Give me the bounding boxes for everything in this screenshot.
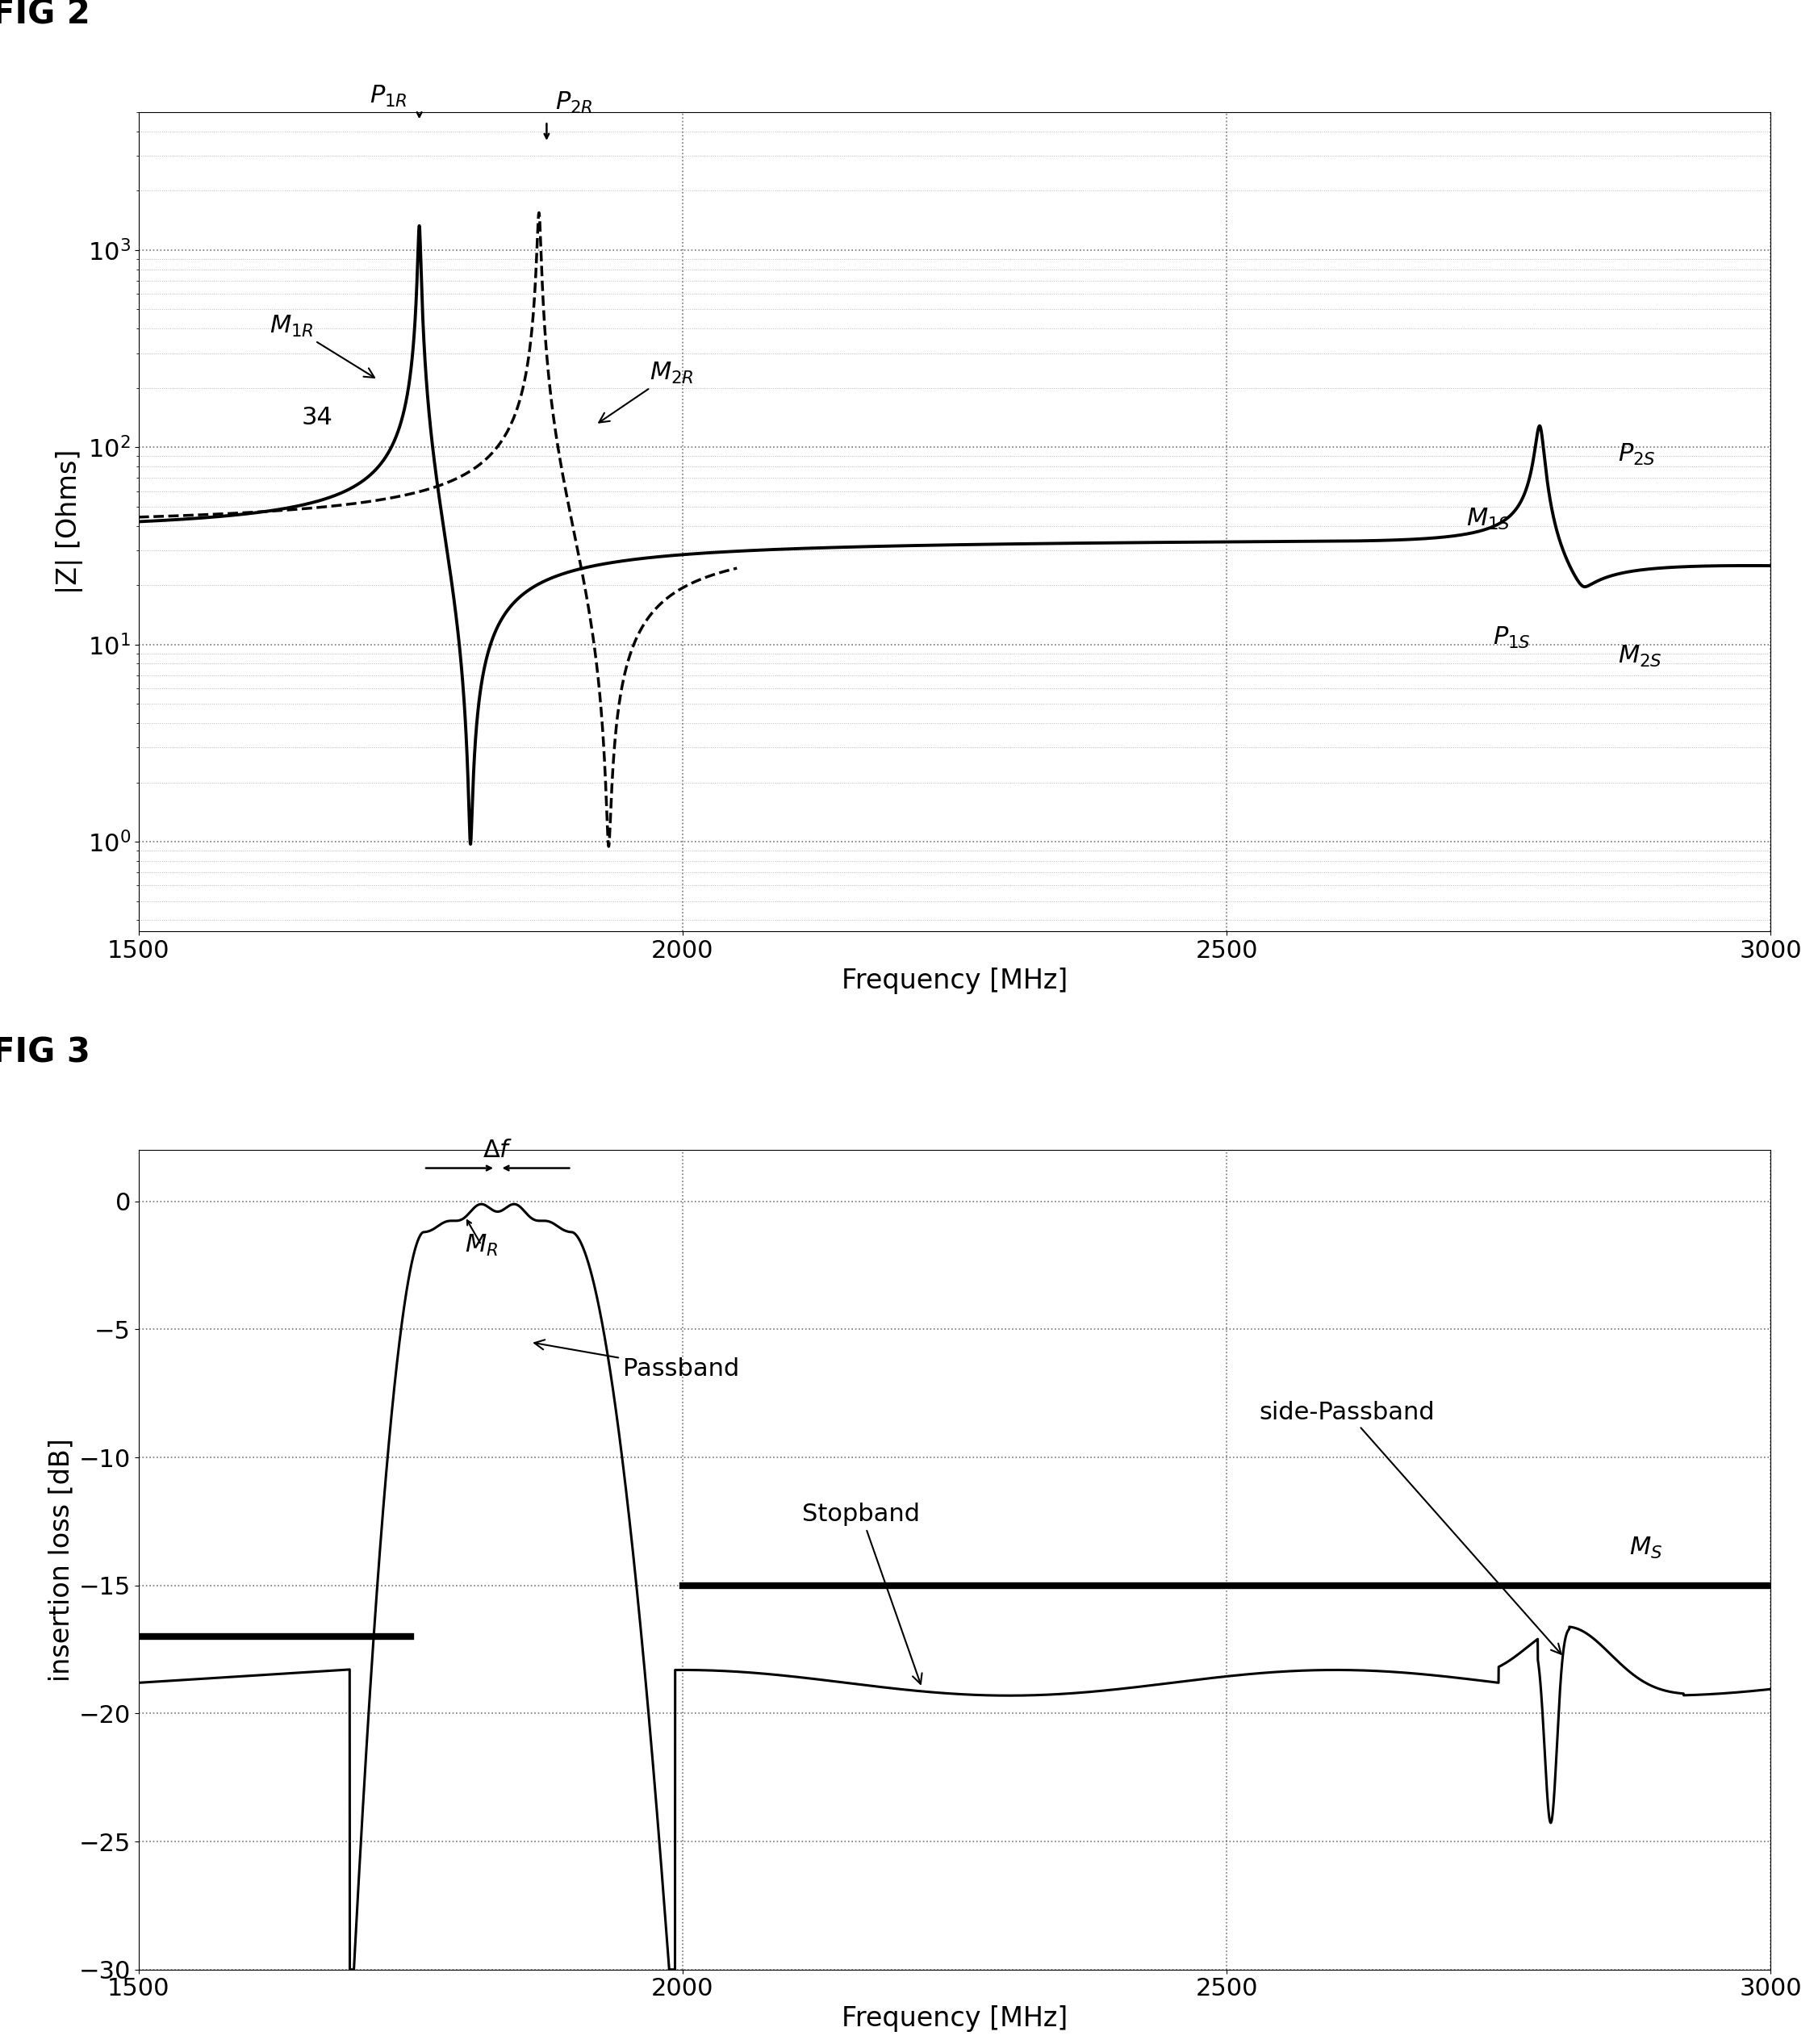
Text: $M_{1S}$: $M_{1S}$: [1466, 507, 1511, 531]
X-axis label: Frequency [MHz]: Frequency [MHz]: [842, 967, 1068, 993]
Text: $M_{2S}$: $M_{2S}$: [1618, 644, 1662, 668]
Text: Passband: Passband: [535, 1339, 738, 1380]
Text: $M_S$: $M_S$: [1629, 1535, 1662, 1560]
Text: $P_{2R}$: $P_{2R}$: [555, 90, 593, 117]
X-axis label: Frequency [MHz]: Frequency [MHz]: [842, 2005, 1068, 2032]
Text: FIG 2: FIG 2: [0, 0, 91, 31]
Text: $\Delta f$: $\Delta f$: [483, 1139, 513, 1161]
Text: 34: 34: [301, 407, 334, 429]
Text: $P_{1S}$: $P_{1S}$: [1493, 625, 1531, 650]
Y-axis label: |Z| [Ohms]: |Z| [Ohms]: [56, 450, 83, 595]
Text: $P_{1R}$: $P_{1R}$: [370, 84, 408, 108]
Text: side-Passband: side-Passband: [1259, 1400, 1562, 1654]
Text: FIG 3: FIG 3: [0, 1036, 91, 1069]
Text: $M_R$: $M_R$: [464, 1233, 497, 1259]
Text: $P_{2S}$: $P_{2S}$: [1618, 442, 1656, 466]
Text: $M_{1R}$: $M_{1R}$: [268, 313, 374, 378]
Y-axis label: insertion loss [dB]: insertion loss [dB]: [47, 1439, 74, 1682]
Text: Stopband: Stopband: [802, 1502, 922, 1684]
Text: $M_{2R}$: $M_{2R}$: [599, 360, 695, 423]
